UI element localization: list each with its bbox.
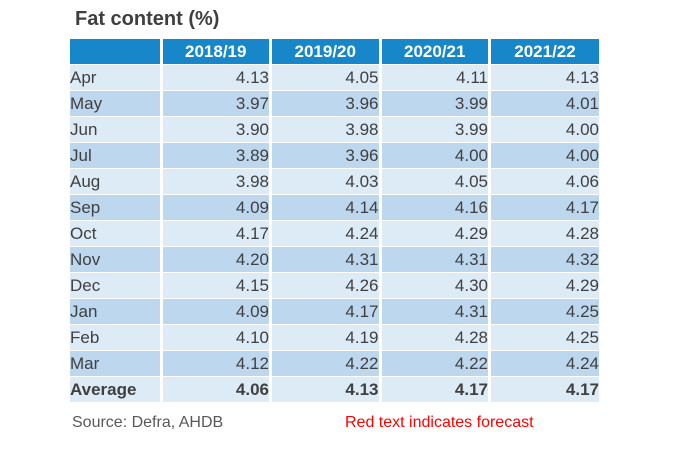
value-cell: 4.22	[269, 350, 380, 377]
table-row: Dec 4.15 4.26 4.30 4.29	[70, 272, 599, 299]
table-body: Apr 4.13 4.05 4.11 4.13 May 3.97 3.96 3.99 4.01 Ju…	[70, 64, 599, 402]
value-cell: 4.14	[269, 194, 380, 221]
value-cell: 3.99	[378, 116, 490, 143]
value-cell: 4.13	[159, 64, 271, 91]
table-row: Sep 4.09 4.14 4.16 4.17	[70, 194, 599, 221]
table-row: Feb 4.10 4.19 4.28 4.25	[70, 324, 599, 351]
value-cell: 4.03	[269, 168, 380, 195]
value-cell: 3.96	[269, 90, 380, 117]
table-row: Jul 3.89 3.96 4.00 4.00	[70, 142, 599, 169]
value-cell: 3.90	[159, 116, 271, 143]
value-cell-forecast: 4.28	[488, 220, 599, 247]
corner-cell	[70, 38, 161, 65]
table-header: 2018/19 2019/20 2020/21 2021/22	[70, 38, 599, 65]
row-label: Jun	[70, 116, 161, 143]
value-cell: 4.28	[378, 324, 490, 351]
value-cell: 4.31	[378, 298, 490, 325]
table-row: Jan 4.09 4.17 4.31 4.25	[70, 298, 599, 325]
value-cell: 4.00	[378, 142, 490, 169]
row-label: Mar	[70, 350, 161, 377]
row-label: Dec	[70, 272, 161, 299]
value-cell: 3.96	[269, 142, 380, 169]
value-cell: 4.05	[378, 168, 490, 195]
value-cell-forecast: 4.00	[488, 116, 599, 143]
value-cell: 3.89	[159, 142, 271, 169]
column-header: 2018/19	[159, 38, 271, 65]
row-label: Average	[70, 376, 161, 402]
row-label: Jan	[70, 298, 161, 325]
value-cell: 4.17	[269, 298, 380, 325]
table-row: Aug 3.98 4.03 4.05 4.06	[70, 168, 599, 195]
row-label: Jul	[70, 142, 161, 169]
value-cell-forecast: 4.01	[488, 90, 599, 117]
value-cell-forecast: 4.25	[488, 324, 599, 351]
value-cell: 4.09	[159, 194, 271, 221]
table-row: Apr 4.13 4.05 4.11 4.13	[70, 64, 599, 91]
table-row: Mar 4.12 4.22 4.22 4.24	[70, 350, 599, 377]
table-row: May 3.97 3.96 3.99 4.01	[70, 90, 599, 117]
value-cell: 3.97	[159, 90, 271, 117]
value-cell: 4.31	[378, 246, 490, 273]
fat-content-table: 2018/19 2019/20 2020/21 2021/22 Apr 4.13 4.05…	[70, 38, 599, 402]
value-cell: 4.29	[378, 220, 490, 247]
row-label: Oct	[70, 220, 161, 247]
value-cell: 4.15	[159, 272, 271, 299]
value-cell: 4.10	[159, 324, 271, 351]
value-cell: 4.17	[378, 376, 490, 402]
value-cell: 4.26	[269, 272, 380, 299]
value-cell: 4.20	[159, 246, 271, 273]
table-row: Nov 4.20 4.31 4.31 4.32	[70, 246, 599, 273]
average-row: Average 4.06 4.13 4.17 4.17	[70, 376, 599, 402]
value-cell: 4.05	[269, 64, 380, 91]
value-cell: 4.30	[378, 272, 490, 299]
value-cell: 4.31	[269, 246, 380, 273]
value-cell-forecast: 4.17	[488, 194, 599, 221]
header-row: 2018/19 2019/20 2020/21 2021/22	[70, 38, 599, 65]
value-cell: 3.99	[378, 90, 490, 117]
table-row: Oct 4.17 4.24 4.29 4.28	[70, 220, 599, 247]
row-label: Aug	[70, 168, 161, 195]
value-cell: 4.24	[269, 220, 380, 247]
value-cell: 4.16	[378, 194, 490, 221]
table-row: Jun 3.90 3.98 3.99 4.00	[70, 116, 599, 143]
value-cell-forecast: 4.06	[488, 168, 599, 195]
value-cell: 4.12	[159, 350, 271, 377]
value-cell: 4.13	[269, 376, 380, 402]
value-cell-forecast: 4.32	[488, 246, 599, 273]
value-cell-forecast: 4.24	[488, 350, 599, 377]
value-cell-forecast: 4.29	[488, 272, 599, 299]
value-cell-forecast: 4.00	[488, 142, 599, 169]
forecast-legend-text: Red text indicates forecast	[345, 414, 534, 431]
row-label: Nov	[70, 246, 161, 273]
value-cell: 4.06	[159, 376, 271, 402]
value-cell: 3.98	[269, 116, 380, 143]
row-label: Feb	[70, 324, 161, 351]
value-cell: 4.17	[159, 220, 271, 247]
column-header: 2021/22	[488, 38, 599, 65]
value-cell-forecast: 4.25	[488, 298, 599, 325]
row-label: Sep	[70, 194, 161, 221]
row-label: Apr	[70, 64, 161, 91]
value-cell-forecast: 4.22	[378, 350, 490, 377]
column-header: 2020/21	[378, 38, 490, 65]
page-title: Fat content (%)	[75, 8, 220, 30]
row-label: May	[70, 90, 161, 117]
value-cell-forecast: 4.13	[488, 64, 599, 91]
value-cell: 4.19	[269, 324, 380, 351]
source-text: Source: Defra, AHDB	[72, 414, 224, 431]
value-cell: 3.98	[159, 168, 271, 195]
value-cell: 4.11	[378, 64, 490, 91]
column-header: 2019/20	[269, 38, 380, 65]
value-cell: 4.17	[488, 376, 599, 402]
value-cell: 4.09	[159, 298, 271, 325]
